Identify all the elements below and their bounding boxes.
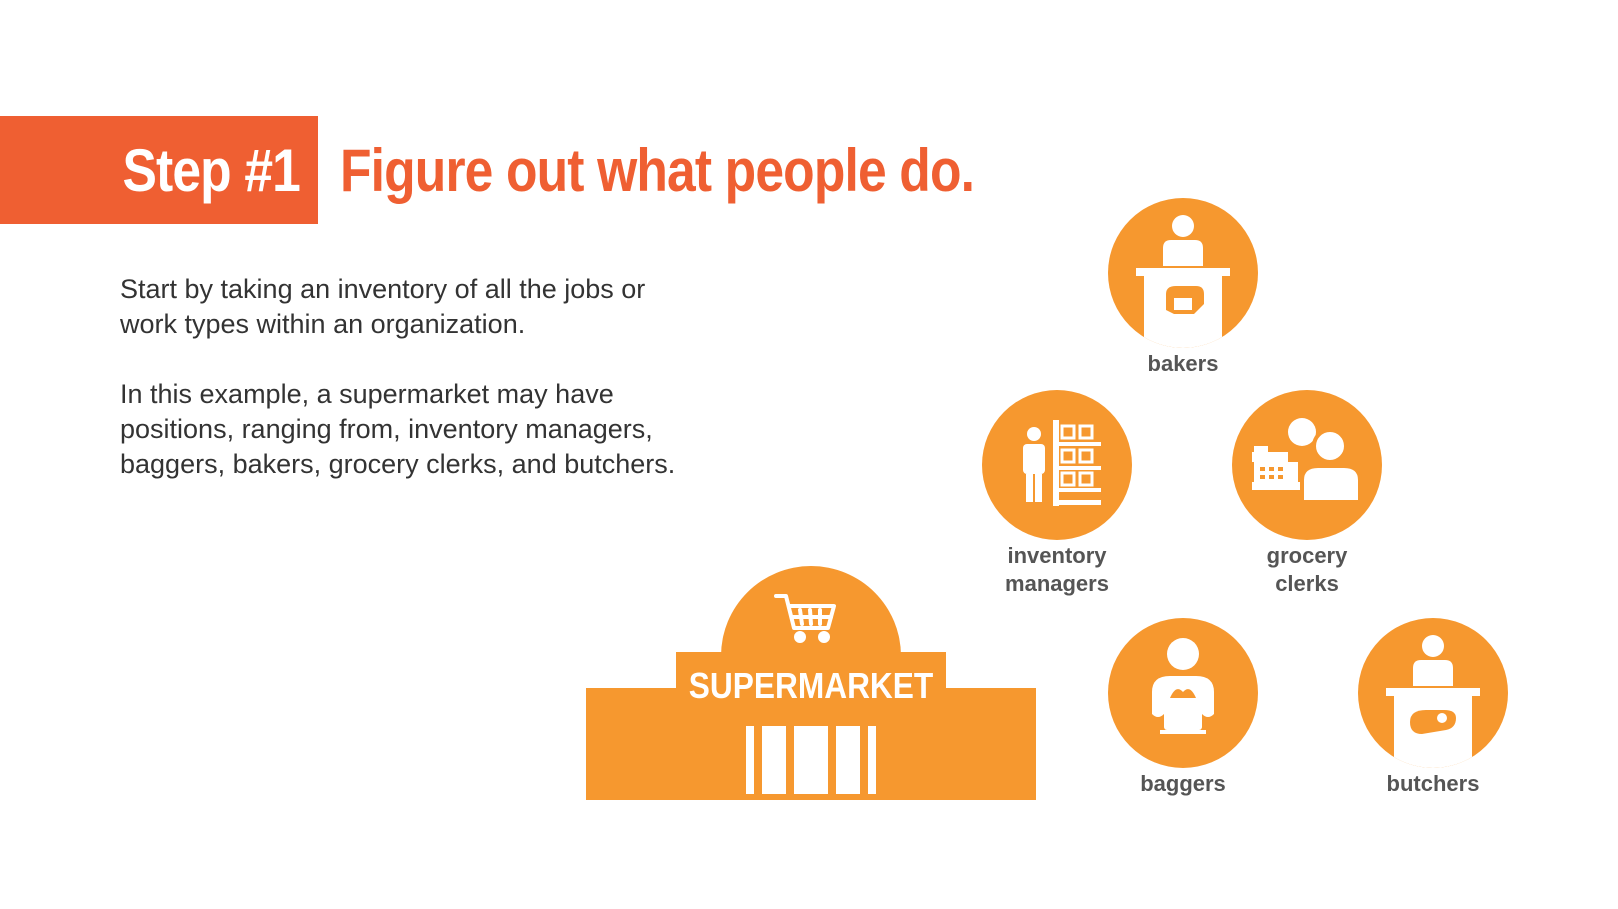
role-label-inventory-managers: inventory managers xyxy=(1005,543,1109,596)
supermarket-sign: SUPERMARKET xyxy=(689,666,934,706)
role-label-bakers: bakers xyxy=(1147,351,1219,376)
role-baggers xyxy=(1108,618,1258,768)
example-paragraph: In this example, a supermarket may have … xyxy=(120,379,676,479)
role-label-baggers: baggers xyxy=(1140,771,1226,796)
inventory-manager-icon xyxy=(982,390,1132,540)
role-grocery-clerks xyxy=(1232,390,1382,540)
role-inventory-managers xyxy=(982,390,1132,540)
step-banner xyxy=(0,116,318,224)
role-butchers xyxy=(1358,618,1508,768)
intro-paragraph: Start by taking an inventory of all the … xyxy=(120,274,646,339)
role-label-butchers: butchers xyxy=(1386,771,1480,796)
page-title: Figure out what people do. xyxy=(340,136,975,204)
step-number: Step #1 xyxy=(122,136,301,204)
bagger-icon xyxy=(1108,618,1258,768)
baker-icon xyxy=(1108,198,1258,348)
grocery-clerk-icon xyxy=(1232,390,1382,540)
supermarket-building: SUPERMARKET xyxy=(586,560,1036,805)
shopping-cart-icon xyxy=(774,594,836,643)
role-bakers xyxy=(1108,198,1258,348)
role-label-grocery-clerks: grocery clerks xyxy=(1266,543,1348,596)
butcher-icon xyxy=(1358,618,1508,768)
